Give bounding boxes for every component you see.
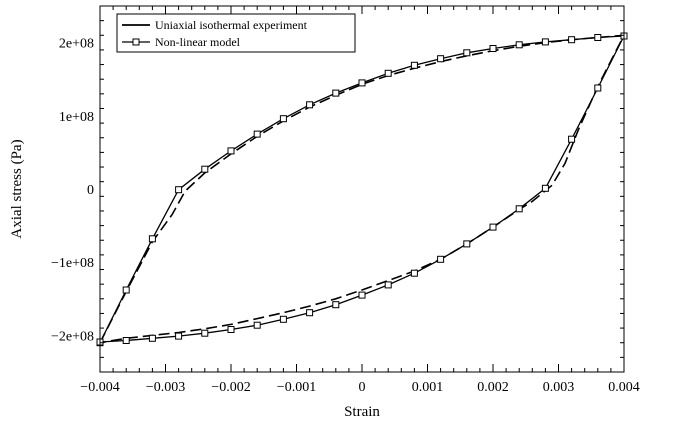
model-point-marker xyxy=(279,315,287,323)
model-point-marker xyxy=(332,89,340,97)
y-tick-label: 2e+08 xyxy=(59,37,94,52)
legend-label-experiment: Uniaxial isothermal experiment xyxy=(155,18,308,32)
model-point-marker xyxy=(358,291,366,299)
x-axis-title: Strain xyxy=(344,404,380,420)
ticks-layer: −0.004 −0.003 −0.002 −0.001 0 0.001 0.002 0.003… xyxy=(51,5,640,395)
model-point-marker xyxy=(594,34,602,41)
model-point-marker xyxy=(410,61,418,69)
model-point-marker xyxy=(358,79,366,87)
y-tick-label: −2e+08 xyxy=(51,329,94,344)
x-tick-label: −0.004 xyxy=(80,380,119,395)
model-point-marker xyxy=(175,186,183,194)
model-point-marker xyxy=(201,329,209,337)
model-point-marker xyxy=(594,84,602,92)
model-point-marker xyxy=(122,286,130,294)
y-tick-label: 1e+08 xyxy=(59,110,94,125)
model-point-marker xyxy=(410,269,418,277)
model-point-marker xyxy=(122,337,130,344)
model-point-marker xyxy=(437,55,445,63)
model-point-marker xyxy=(489,45,497,52)
model-point-marker xyxy=(279,115,287,123)
model-point-marker xyxy=(306,309,314,317)
model-point-marker xyxy=(201,165,209,173)
model-point-marker xyxy=(568,36,576,44)
model-point-marker xyxy=(227,147,235,155)
x-tick-label: 0.002 xyxy=(477,380,509,395)
legend: Uniaxial isothermal experiment Non-linea… xyxy=(116,13,356,53)
model-point-marker xyxy=(175,332,183,340)
model-point-marker xyxy=(227,326,235,333)
model-point-marker xyxy=(437,255,445,263)
model-point-marker xyxy=(489,223,497,231)
model-point-marker xyxy=(515,41,523,49)
model-point-marker xyxy=(384,281,392,289)
model-point-marker xyxy=(253,130,261,138)
x-tick-label: −0.002 xyxy=(211,380,250,395)
x-tick-label: 0.004 xyxy=(608,380,640,395)
x-tick-label: −0.001 xyxy=(277,380,316,395)
model-point-marker xyxy=(148,334,156,342)
model-point-marker xyxy=(515,205,523,213)
model-point-marker xyxy=(541,38,549,46)
model-point-marker xyxy=(332,301,340,309)
x-tick-label: 0 xyxy=(359,380,366,395)
legend-box xyxy=(116,13,356,53)
model-point-marker xyxy=(568,135,576,143)
model-point-marker xyxy=(463,49,471,57)
model-point-marker xyxy=(253,321,261,329)
x-tick-label: 0.001 xyxy=(412,380,444,395)
legend-label-model: Non-linear model xyxy=(155,35,241,49)
model-point-marker xyxy=(306,101,314,109)
model-point-marker xyxy=(148,235,156,243)
x-tick-label: −0.003 xyxy=(146,380,185,395)
model-point-marker xyxy=(541,184,549,192)
model-point-marker xyxy=(384,69,392,77)
y-axis-title: Axial stress (Pa) xyxy=(9,139,25,238)
y-tick-label: 0 xyxy=(87,183,94,198)
model-point-marker xyxy=(463,240,471,248)
y-tick-label: −1e+08 xyxy=(51,256,94,271)
x-tick-label: 0.003 xyxy=(543,380,575,395)
legend-swatch-model-marker xyxy=(132,38,140,46)
